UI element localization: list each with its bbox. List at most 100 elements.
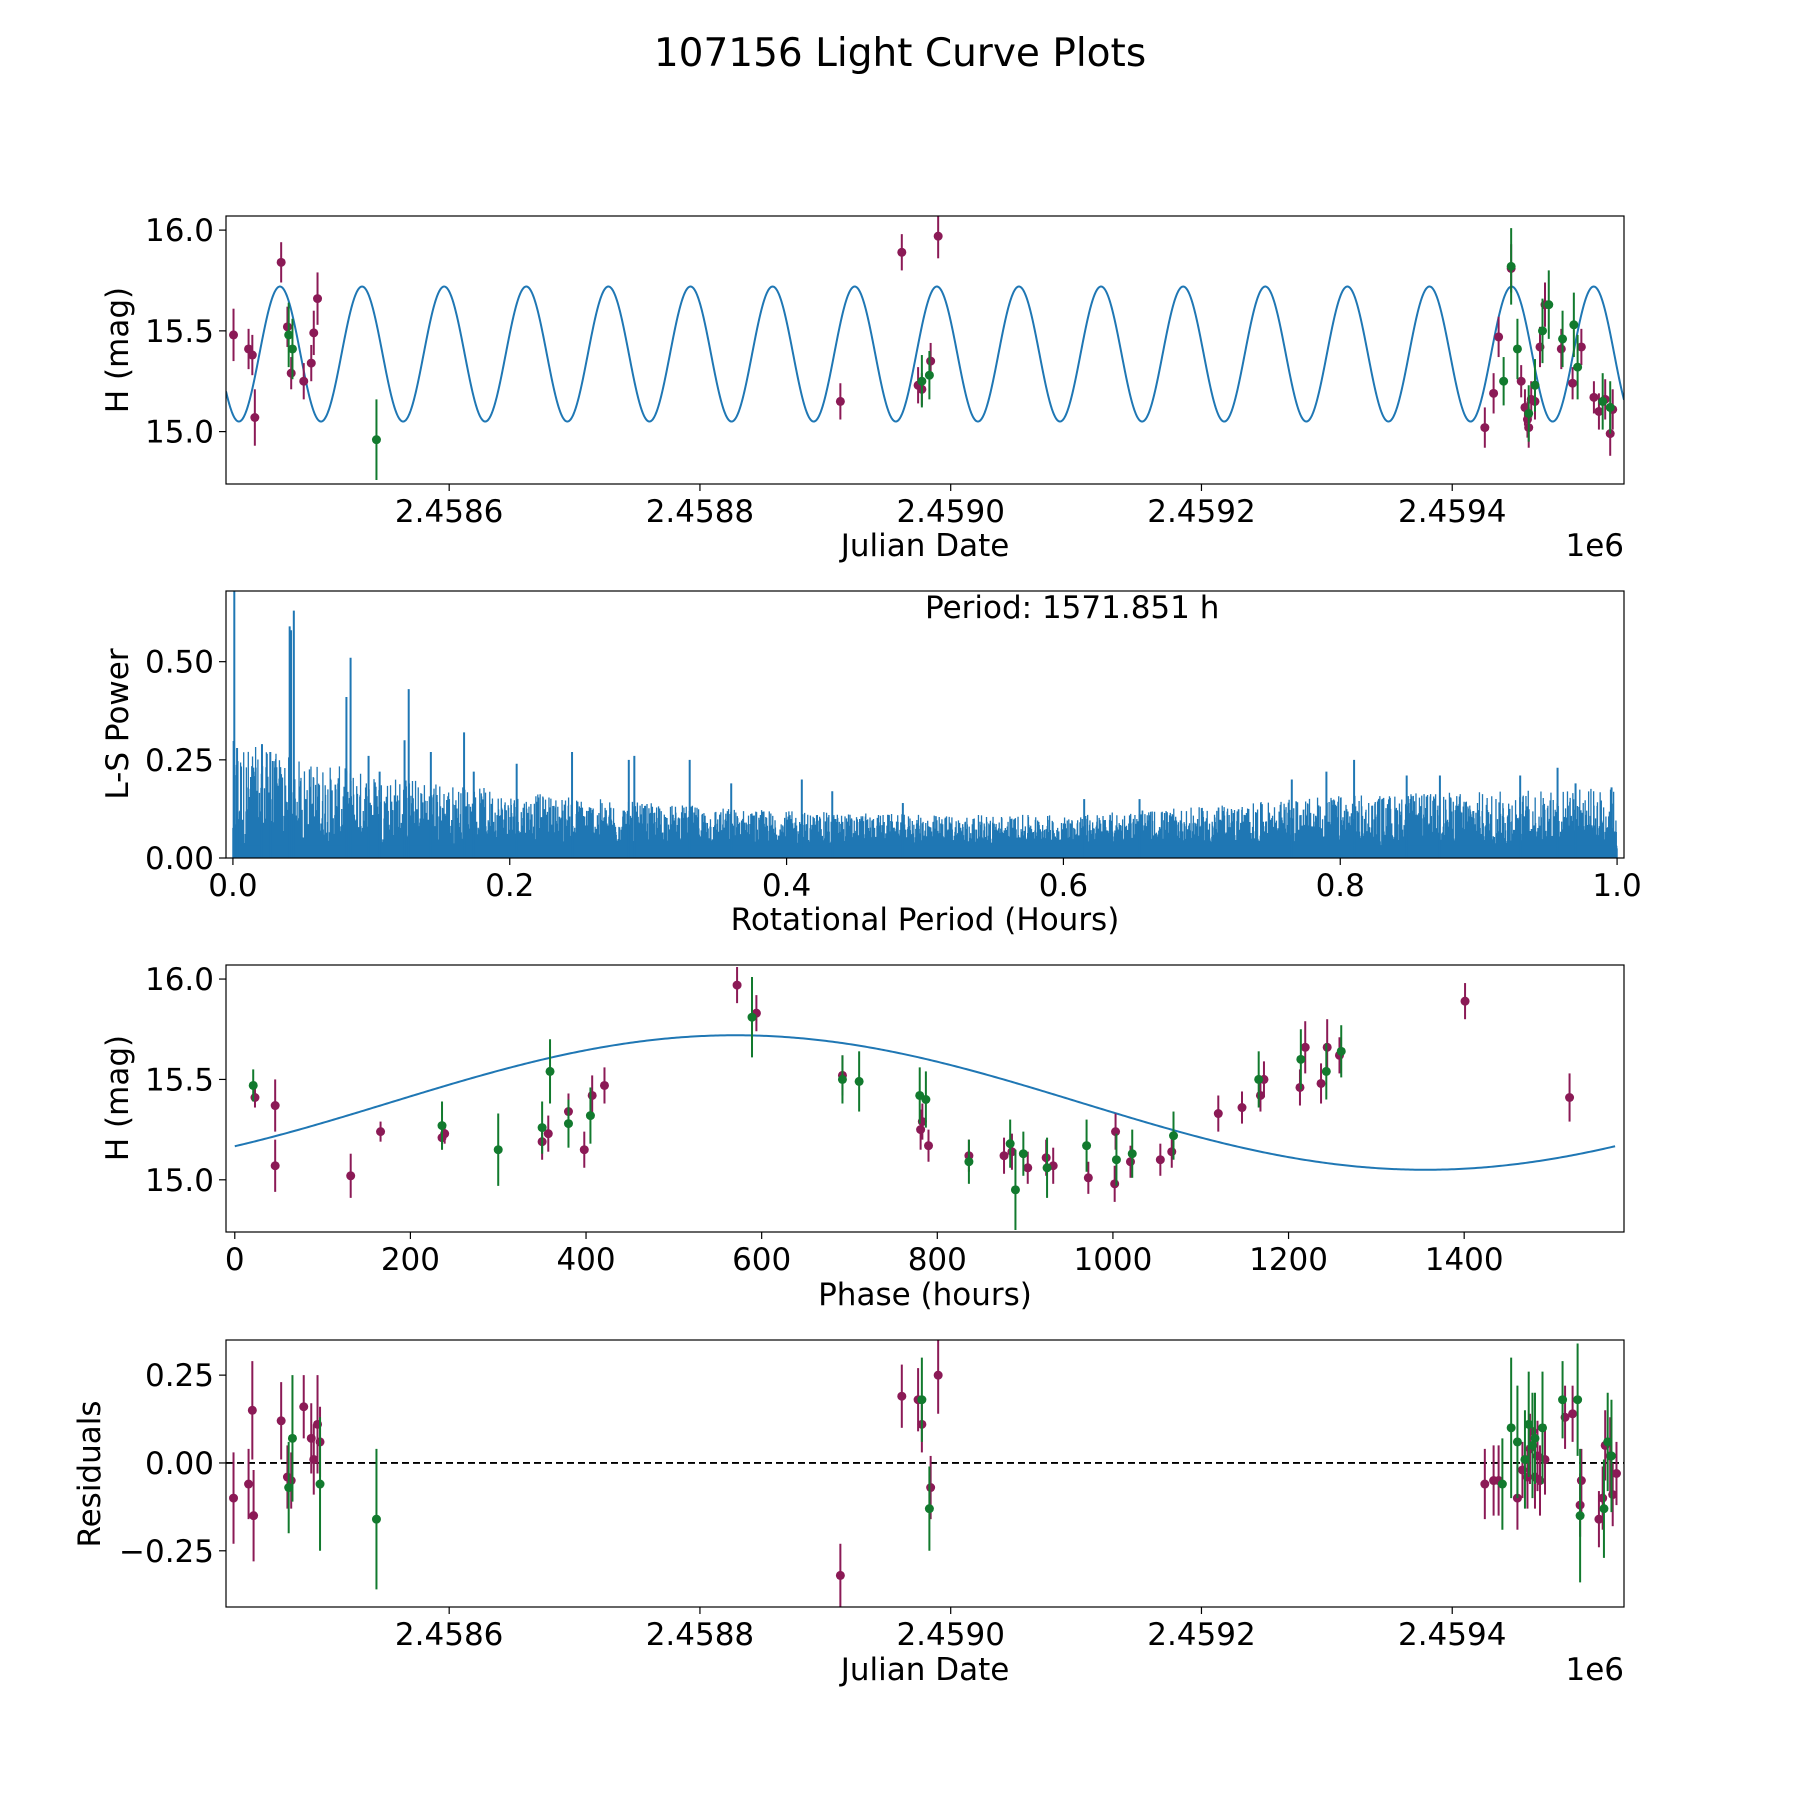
residuals-xtick-label: 2.4590 — [896, 1617, 1004, 1653]
lightcurve-data-point — [917, 376, 927, 386]
phased-plot-area — [234, 967, 1616, 1230]
residuals-data-point — [229, 1493, 239, 1503]
phased-data-point — [964, 1157, 974, 1167]
lightcurve-data-point — [1598, 396, 1608, 406]
phased-xtick-label: 1400 — [1425, 1242, 1504, 1278]
lightcurve-data-point — [1576, 342, 1586, 352]
phased-data-point — [1111, 1155, 1121, 1165]
phased-data-point — [1082, 1141, 1092, 1151]
figure-title: 107156 Light Curve Plots — [654, 31, 1146, 76]
residuals-data-point — [1598, 1493, 1608, 1503]
lightcurve-data-point — [299, 376, 309, 386]
lightcurve-data-point — [1506, 261, 1516, 271]
phased-ytick-label: 16.0 — [145, 962, 214, 998]
phased-data-point — [1125, 1157, 1135, 1167]
residuals-data-point — [371, 1514, 381, 1524]
lightcurve-ytick-label: 15.5 — [145, 314, 214, 350]
lightcurve-data-point — [835, 396, 845, 406]
phased-data-point — [585, 1111, 595, 1121]
residuals-xlabel: Julian Date — [839, 1652, 1010, 1688]
lightcurve-data-point — [1605, 402, 1615, 412]
residuals-data-point — [247, 1405, 257, 1415]
lightcurve-data-point — [286, 368, 296, 378]
phased-data-point — [747, 1012, 757, 1022]
lightcurve-frame — [225, 215, 1625, 485]
residuals-data-point — [299, 1402, 309, 1412]
phased-data-point — [543, 1129, 553, 1139]
lightcurve-data-point — [1569, 320, 1579, 330]
phased-xtick-label: 0 — [225, 1242, 245, 1278]
phased-data-point — [1336, 1046, 1346, 1056]
periodogram-ytick-label: 0.50 — [145, 645, 214, 681]
phased-xtick-label: 200 — [381, 1242, 440, 1278]
residuals-data-point — [1538, 1423, 1548, 1433]
residuals-data-point — [1497, 1479, 1507, 1489]
phased-data-point — [916, 1125, 926, 1135]
phased-data-point — [1110, 1179, 1120, 1189]
phased-data-point — [1213, 1109, 1223, 1119]
phased-data-point — [1316, 1078, 1326, 1088]
residuals-xtick-label: 2.4586 — [395, 1617, 503, 1653]
lightcurve-ytick-label: 16.0 — [145, 213, 214, 249]
lightcurve-data-point — [1512, 344, 1522, 354]
lightcurve-xlabel: Julian Date — [839, 528, 1010, 564]
phased-ytick-label: 15.0 — [145, 1163, 214, 1199]
residuals-data-point — [924, 1504, 934, 1514]
periodogram-xtick-label: 0.2 — [485, 868, 534, 904]
phased-data-point — [1167, 1147, 1177, 1157]
lightcurve-data-point — [282, 322, 292, 332]
residuals-data-point — [276, 1416, 286, 1426]
residuals-data-point — [1524, 1419, 1534, 1429]
periodogram-xtick-label: 0.8 — [1316, 868, 1365, 904]
lightcurve-data-point — [1558, 334, 1568, 344]
phased-xtick-label: 1200 — [1249, 1242, 1328, 1278]
residuals-y-ticks: −0.25 0.00 0.25 — [119, 1358, 226, 1570]
phased-data-point — [1460, 996, 1470, 1006]
lightcurve-data-point — [1594, 406, 1604, 416]
residuals-ytick-label: −0.25 — [119, 1534, 214, 1570]
periodogram-x-ticks: 0.0 0.2 0.4 0.6 0.8 1.0 — [208, 858, 1642, 904]
lightcurve-ytick-label: 15.0 — [145, 415, 214, 451]
lightcurve-data-point — [229, 330, 239, 340]
phased-frame — [225, 964, 1625, 1233]
periodogram-xtick-label: 0.0 — [208, 868, 257, 904]
residuals-data-point — [249, 1511, 259, 1521]
phased-data-point — [1237, 1103, 1247, 1113]
residuals-data-point — [1576, 1476, 1586, 1486]
residuals-data-point — [1520, 1454, 1530, 1464]
residuals-xtick-label: 2.4592 — [1147, 1617, 1255, 1653]
lightcurve-data-point — [1494, 332, 1504, 342]
phased-data-point — [270, 1161, 280, 1171]
residuals-data-point — [1594, 1514, 1604, 1524]
residuals-data-point — [917, 1395, 927, 1405]
lightcurve-data-point — [1568, 378, 1578, 388]
residuals-data-point — [1599, 1504, 1609, 1514]
phased-ylabel: H (mag) — [100, 1035, 136, 1161]
residuals-data-point — [1480, 1479, 1490, 1489]
phased-data-point — [1005, 1139, 1015, 1149]
periodogram-panel: 0.0 0.2 0.4 0.6 0.8 1.0 0.00 0.25 0.50 Period: … — [100, 590, 1642, 938]
phased-data-point — [493, 1145, 503, 1155]
periodogram-y-ticks: 0.00 0.25 0.50 — [145, 645, 226, 877]
residuals-data-point — [315, 1479, 325, 1489]
residuals-data-point — [309, 1454, 319, 1464]
phased-data-point — [1083, 1173, 1093, 1183]
lightcurve-x-offset: 1e6 — [1565, 528, 1624, 564]
residuals-data-point — [1603, 1437, 1613, 1447]
lightcurve-plot-area — [226, 216, 1624, 480]
residuals-data-point — [1611, 1469, 1621, 1478]
periodogram-xtick-label: 1.0 — [1592, 868, 1641, 904]
residuals-x-offset: 1e6 — [1565, 1652, 1624, 1688]
periodogram-annotation: Period: 1571.851 h — [925, 590, 1219, 626]
lightcurve-data-point — [1516, 376, 1526, 386]
residuals-data-point — [284, 1483, 294, 1493]
phased-data-point — [346, 1171, 356, 1181]
lightcurve-xtick-label: 2.4592 — [1147, 494, 1255, 530]
lightcurve-data-point — [897, 247, 907, 257]
phased-data-point — [563, 1119, 573, 1129]
residuals-xtick-label: 2.4588 — [646, 1617, 754, 1653]
phased-x-ticks: 0 200 400 600 800 1000 1200 1400 — [225, 1232, 1504, 1278]
phased-data-point — [1111, 1127, 1121, 1137]
lightcurve-x-ticks: 2.4586 2.4588 2.4590 2.4592 2.4594 — [395, 484, 1506, 530]
